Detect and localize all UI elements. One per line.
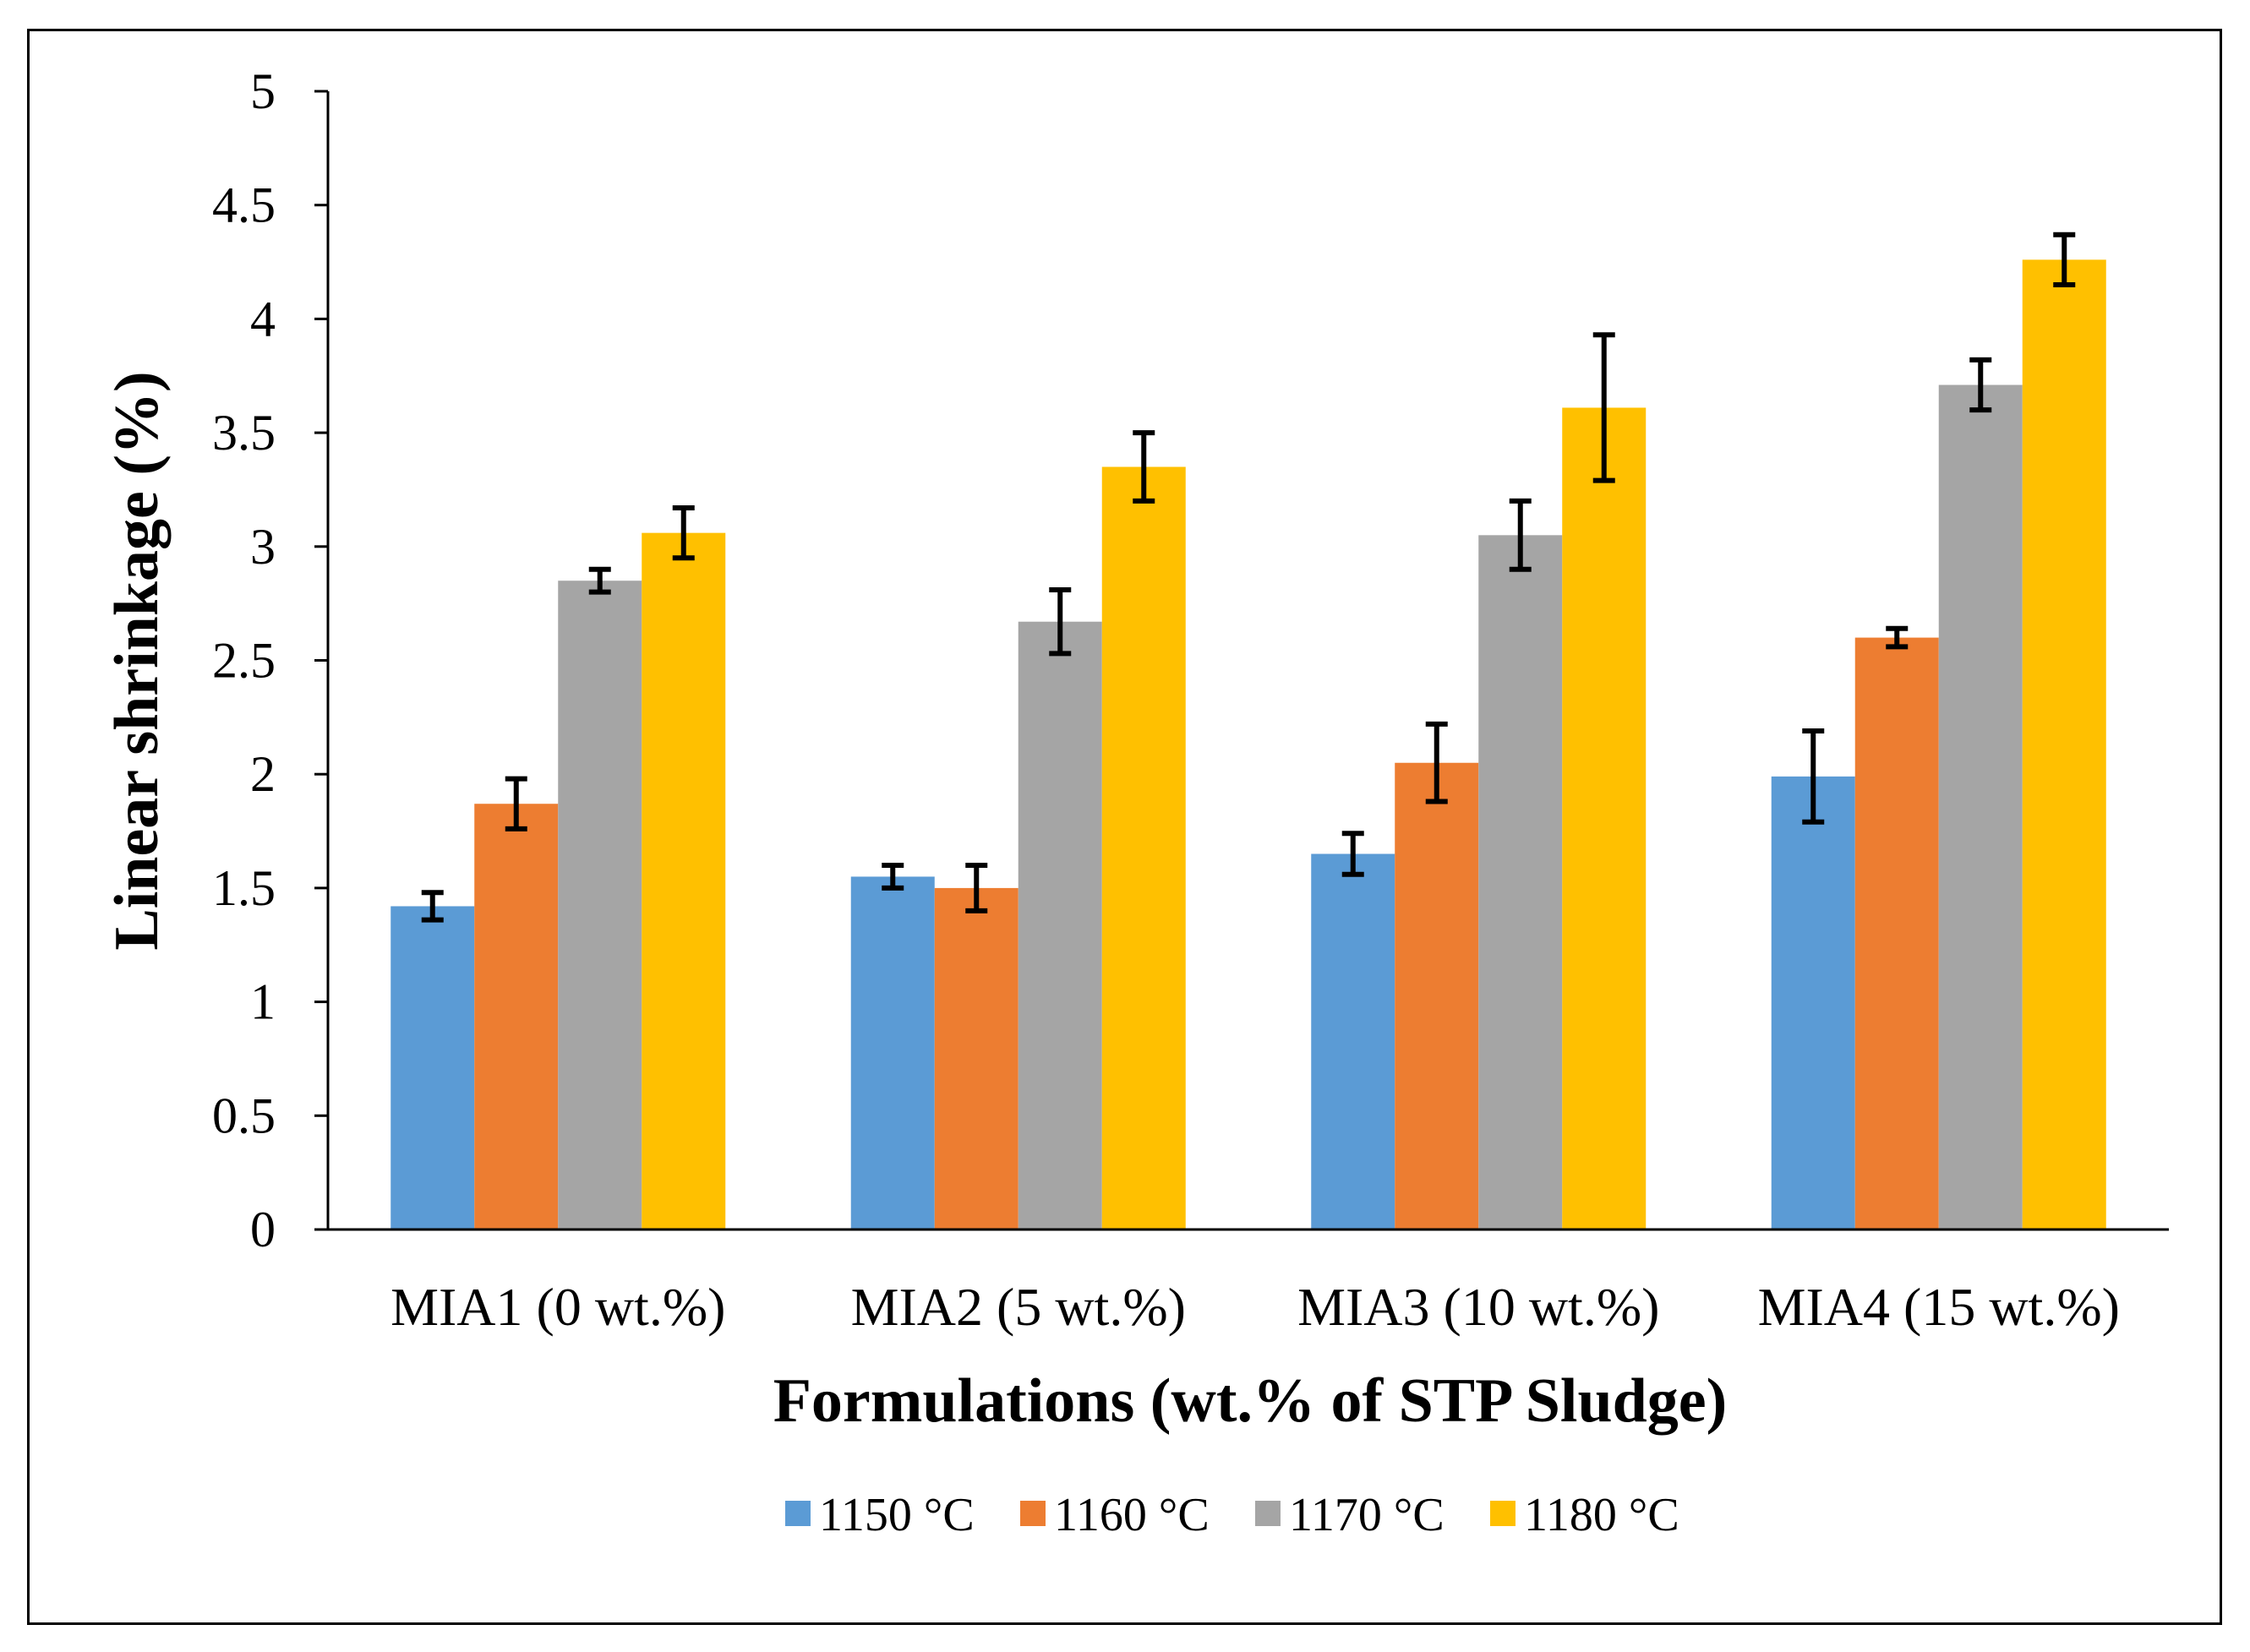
legend-item: 1160 °C — [1020, 1489, 1210, 1541]
y-tick-label: 2 — [250, 746, 276, 802]
bar — [558, 581, 642, 1229]
legend-item: 1170 °C — [1255, 1489, 1444, 1541]
legend: 1150 °C 1160 °C 1170 °C 1180 °C — [785, 1489, 1679, 1541]
legend-swatch — [785, 1501, 811, 1526]
error-bar-group — [421, 232, 2076, 923]
bar — [1018, 621, 1102, 1229]
y-tick-label: 0.5 — [212, 1088, 276, 1143]
legend-item: 1180 °C — [1490, 1489, 1679, 1541]
x-tick-label: MIA4 (15 wt.%) — [1758, 1277, 2120, 1337]
category-labels: MIA1 (0 wt.%) MIA2 (5 wt.%) MIA3 (10 wt.%)… — [390, 1277, 2120, 1337]
x-tick-label: MIA2 (5 wt.%) — [851, 1277, 1186, 1337]
x-tick-label: MIA1 (0 wt.%) — [390, 1277, 725, 1337]
y-tick-label: 0 — [250, 1202, 276, 1257]
bar — [1395, 762, 1479, 1229]
legend-swatch — [1490, 1501, 1515, 1526]
y-tick-label: 5 — [250, 63, 276, 119]
y-axis: 0 0.5 1 1.5 2 2.5 3 3.5 4 4.5 5 — [212, 63, 330, 1257]
bar — [934, 887, 1019, 1229]
bar-group — [390, 259, 2106, 1230]
legend-label: 1160 °C — [1054, 1489, 1210, 1541]
legend-item: 1150 °C — [785, 1489, 975, 1541]
y-tick-label: 2.5 — [212, 633, 276, 689]
bar — [1771, 776, 1855, 1229]
bar — [474, 804, 559, 1229]
bar — [1854, 637, 1939, 1229]
bar — [1311, 853, 1395, 1229]
x-tick-label: MIA3 (10 wt.%) — [1297, 1277, 1659, 1337]
x-axis-title: Formulations (wt.% of STP Sludge) — [773, 1366, 1728, 1436]
bar — [2022, 259, 2106, 1230]
chart-frame — [27, 29, 2222, 1625]
bar — [1562, 407, 1647, 1229]
legend-label: 1180 °C — [1524, 1489, 1679, 1541]
bar — [850, 876, 935, 1229]
bar — [1101, 466, 1186, 1229]
y-tick-label: 4 — [250, 291, 276, 346]
legend-swatch — [1020, 1501, 1046, 1526]
legend-swatch — [1255, 1501, 1281, 1526]
y-tick-label: 3.5 — [212, 405, 276, 461]
legend-label: 1170 °C — [1289, 1489, 1444, 1541]
bar — [390, 906, 475, 1229]
y-tick-label: 1.5 — [212, 860, 276, 916]
bar — [642, 532, 726, 1229]
bar — [1478, 535, 1563, 1229]
y-tick-label: 4.5 — [212, 177, 276, 233]
y-tick-label: 3 — [250, 519, 276, 575]
legend-label: 1150 °C — [819, 1489, 975, 1541]
bar — [1938, 384, 2023, 1229]
y-axis-title: Linear shrinkage (%) — [102, 371, 172, 950]
y-tick-label: 1 — [250, 974, 276, 1030]
